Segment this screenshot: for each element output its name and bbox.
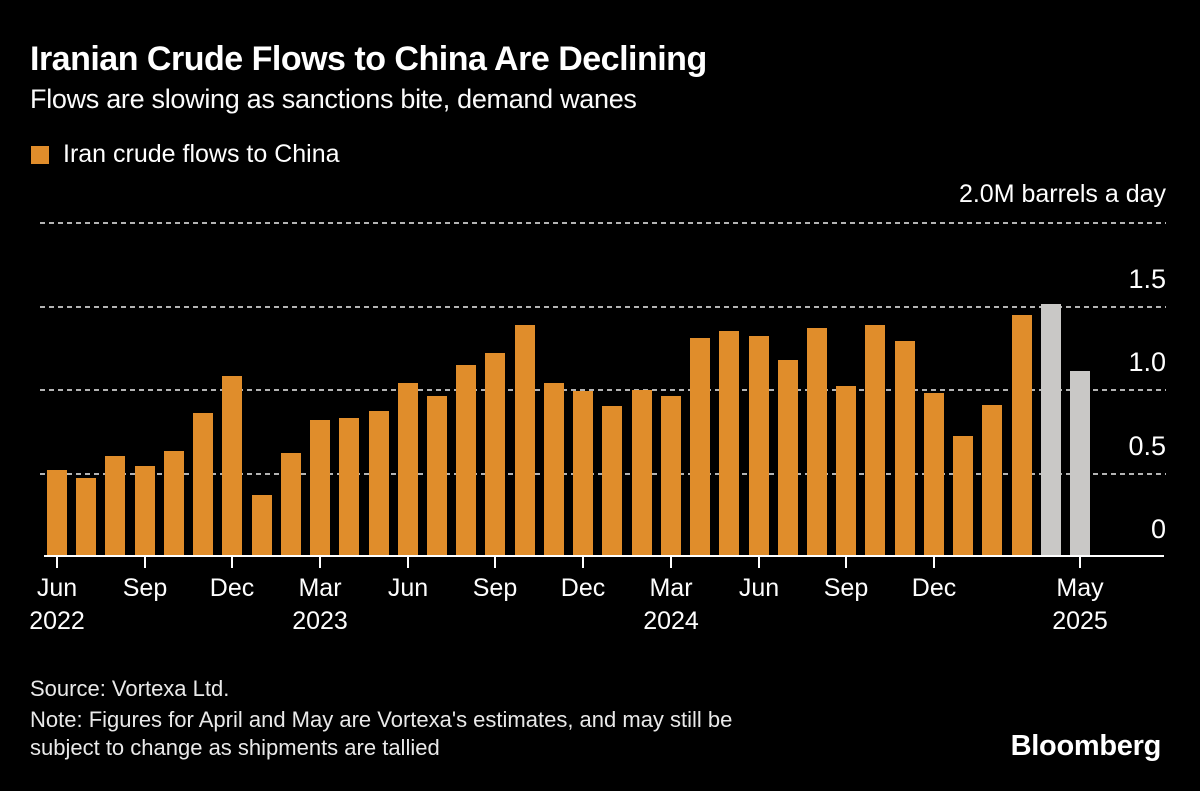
x-tick-mark	[758, 557, 760, 568]
bar-jun-2024	[749, 336, 769, 555]
bar-aug-2023	[456, 365, 476, 555]
x-tick-label: Sep	[823, 574, 869, 602]
bar-mar-2023	[310, 420, 330, 555]
x-tick-mark	[1079, 557, 1081, 568]
plot-area: 1.5 1.0 0.5 0 Jun 2022 Sep Dec Mar 2023 Jun Sep Dec M…	[29, 222, 1166, 635]
x-tick-label: Dec	[209, 574, 255, 602]
x-tick-mark	[845, 557, 847, 568]
bar-oct-2023	[515, 325, 535, 555]
x-tick-label: Sep	[122, 574, 168, 602]
bar-jul-2023	[427, 396, 447, 555]
chart-title: Iranian Crude Flows to China Are Declini…	[30, 40, 707, 78]
y-axis-unit-label: 2.0M barrels a day	[958, 180, 1166, 208]
x-tick-year-label: 2022	[29, 607, 85, 635]
x-tick-label: Mar	[298, 574, 342, 602]
legend: Iran crude flows to China	[31, 140, 340, 169]
note-text: Note: Figures for April and May are Vort…	[30, 706, 732, 762]
bar-feb-2023	[281, 453, 301, 555]
x-tick-mark	[144, 557, 146, 568]
bar-jun-2023	[398, 383, 418, 555]
bar-sep-2024	[836, 386, 856, 555]
gridline	[40, 306, 1166, 308]
legend-label: Iran crude flows to China	[63, 140, 340, 168]
bar-mar-2025	[1012, 315, 1032, 555]
x-axis-line	[44, 555, 1164, 557]
x-tick-mark	[407, 557, 409, 568]
source-text: Source: Vortexa Ltd.	[30, 676, 230, 701]
x-tick-label: Jun	[36, 574, 78, 602]
bar-sep-2023	[485, 353, 505, 555]
x-tick-mark	[319, 557, 321, 568]
bar-apr-2023	[339, 418, 359, 555]
chart-subtitle: Flows are slowing as sanctions bite, dem…	[30, 84, 637, 114]
x-tick-mark	[933, 557, 935, 568]
y-tick-label: 0	[1150, 514, 1166, 544]
legend-swatch-icon	[31, 145, 49, 164]
x-tick-label: Jun	[738, 574, 780, 602]
gridline	[40, 222, 1166, 224]
bar-may-2024	[719, 331, 739, 555]
x-tick-label: Dec	[560, 574, 606, 602]
bar-sep-2022	[135, 466, 155, 555]
bar-aug-2022	[105, 456, 125, 555]
y-tick-label: 1.0	[1128, 347, 1166, 377]
bar-oct-2024	[865, 325, 885, 555]
x-tick-mark	[582, 557, 584, 568]
gridline	[40, 389, 1166, 391]
bar-mar-2024	[661, 396, 681, 555]
x-tick-label: Dec	[911, 574, 957, 602]
x-tick-label: Jun	[387, 574, 429, 602]
note-line-1: Note: Figures for April and May are Vort…	[30, 707, 733, 732]
bar-jan-2023	[252, 495, 272, 555]
bar-oct-2022	[164, 451, 184, 555]
y-tick-label: 1.5	[1128, 264, 1166, 294]
bar-jun-2022	[47, 470, 67, 555]
bar-nov-2024	[895, 341, 915, 555]
bloomberg-logo: Bloomberg	[1010, 730, 1162, 762]
x-tick-mark	[494, 557, 496, 568]
x-tick-mark	[670, 557, 672, 568]
bar-feb-2025	[982, 405, 1002, 555]
bar-may-2023	[369, 411, 389, 555]
bar-jan-2025	[953, 436, 973, 555]
x-tick-mark	[231, 557, 233, 568]
x-tick-year-label: 2024	[643, 607, 699, 635]
bar-aug-2024	[807, 328, 827, 555]
bar-nov-2022	[193, 413, 213, 555]
x-tick-year-label: 2023	[292, 607, 348, 635]
x-tick-label: Mar	[649, 574, 693, 602]
x-tick-year-label: 2025	[1052, 607, 1108, 635]
note-line-2: subject to change as shipments are talli…	[30, 735, 440, 760]
x-tick-mark	[56, 557, 58, 568]
y-tick-label: 0.5	[1128, 431, 1166, 461]
x-tick-label: Sep	[472, 574, 518, 602]
bar-nov-2023	[544, 383, 564, 555]
bar-jul-2024	[778, 360, 798, 555]
bar-feb-2024	[632, 390, 652, 555]
bar-apr-2024	[690, 338, 710, 555]
bar-apr-2025	[1041, 304, 1061, 555]
x-tick-label: May	[1056, 574, 1104, 602]
bar-jul-2022	[76, 478, 96, 555]
bar-jan-2024	[602, 406, 622, 555]
bar-dec-2023	[573, 391, 593, 555]
bar-may-2025	[1070, 371, 1090, 555]
bar-dec-2024	[924, 393, 944, 555]
bar-dec-2022	[222, 376, 242, 555]
